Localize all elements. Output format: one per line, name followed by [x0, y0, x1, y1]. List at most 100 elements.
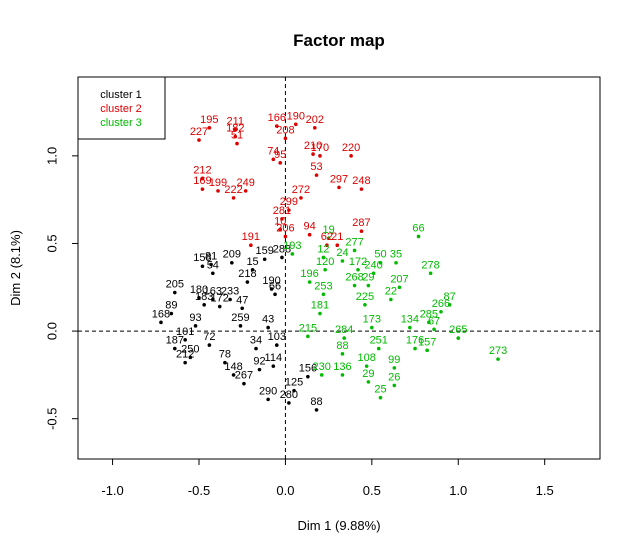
- point-label: 163: [204, 286, 222, 298]
- point-label: 208: [276, 124, 294, 136]
- point-label: 277: [345, 236, 363, 248]
- data-point: [413, 346, 417, 351]
- data-point: [340, 373, 345, 377]
- point-label: 230: [313, 361, 331, 373]
- point-label: 173: [363, 314, 381, 326]
- data-point: [266, 325, 270, 330]
- data-point: [370, 325, 374, 330]
- point-label: 170: [311, 142, 329, 154]
- data-point: [200, 187, 205, 191]
- point-label: 125: [285, 377, 303, 389]
- point-label: 225: [356, 291, 374, 303]
- point-label: 157: [418, 336, 436, 348]
- point-label: 29: [362, 272, 374, 284]
- data-point: [363, 302, 367, 307]
- data-point: [211, 297, 215, 302]
- data-point: [356, 267, 360, 272]
- data-point: [340, 259, 345, 263]
- point-label: 114: [265, 352, 283, 364]
- point-label: 74: [267, 145, 279, 157]
- point-label: 108: [357, 352, 375, 364]
- data-point: [228, 297, 232, 302]
- y-tick-label: 0.5: [45, 234, 60, 252]
- data-point: [342, 336, 346, 340]
- legend-box: [77, 76, 166, 140]
- data-point: [323, 267, 327, 272]
- data-point: [306, 374, 310, 379]
- point-label: 172: [349, 256, 367, 268]
- data-point: [364, 364, 369, 368]
- point-label: 78: [219, 349, 231, 361]
- data-point: [231, 196, 236, 200]
- data-point: [233, 127, 238, 132]
- point-label: 249: [236, 177, 254, 189]
- point-label: 290: [259, 385, 277, 397]
- point-label: 66: [269, 280, 281, 292]
- data-point: [231, 373, 236, 377]
- data-point: [325, 243, 329, 248]
- data-point: [278, 227, 283, 232]
- data-point: [439, 310, 443, 314]
- point-label: 156: [299, 363, 317, 375]
- data-point: [230, 260, 234, 265]
- point-label: 81: [205, 250, 217, 262]
- axes: -1.0 -0.5 0.0 0.5 1.0 1.5 -0.5 0.0 0.5 1.0: [45, 147, 554, 498]
- data-point: [250, 267, 255, 272]
- data-point: [249, 243, 253, 248]
- data-point: [359, 187, 364, 191]
- point-label: 169: [193, 175, 211, 187]
- data-point: [326, 236, 331, 241]
- point-label: 94: [303, 221, 315, 233]
- point-label: 187: [166, 335, 184, 347]
- point-label: 19: [323, 224, 335, 236]
- point-label: 134: [401, 314, 419, 326]
- point-label: 284: [335, 324, 353, 336]
- point-label: 66: [412, 222, 424, 234]
- data-point: [172, 346, 177, 351]
- data-point: [200, 264, 205, 269]
- data-point: [169, 311, 174, 316]
- point-label: 21: [331, 231, 343, 243]
- point-label: 29: [362, 368, 374, 380]
- data-point: [307, 232, 312, 237]
- point-label: 35: [390, 249, 402, 261]
- data-point: [389, 297, 393, 302]
- point-label: 205: [166, 279, 184, 291]
- y-tick-label: -0.5: [45, 407, 60, 429]
- point-label: 180: [190, 284, 208, 296]
- data-point: [447, 302, 452, 307]
- point-label: 190: [262, 275, 280, 287]
- point-label: 297: [330, 173, 348, 185]
- data-point: [274, 343, 279, 347]
- data-point: [314, 173, 319, 177]
- data-point: [293, 122, 298, 127]
- point-label: 250: [181, 343, 199, 355]
- point-label: 212: [193, 165, 211, 177]
- point-label: 248: [352, 175, 370, 187]
- point-label: 182: [226, 123, 244, 135]
- x-tick-label: -0.5: [188, 483, 210, 498]
- point-label: 103: [268, 331, 286, 343]
- point-label: 15: [246, 256, 258, 268]
- data-point: [240, 306, 245, 311]
- data-point: [371, 271, 376, 276]
- data-point: [209, 262, 213, 267]
- point-label: 202: [306, 114, 324, 126]
- point-label: 95: [274, 149, 286, 161]
- data-point: [197, 295, 201, 300]
- data-point: [306, 334, 310, 339]
- point-label: 195: [200, 114, 218, 126]
- point-label: 207: [390, 273, 408, 285]
- point-label: 299: [280, 196, 298, 208]
- data-points: [159, 122, 500, 412]
- data-point: [207, 343, 212, 347]
- data-point: [337, 185, 341, 190]
- data-point: [394, 260, 398, 265]
- data-point: [319, 373, 324, 377]
- data-point: [233, 134, 238, 139]
- data-point: [299, 196, 303, 200]
- data-point: [366, 283, 371, 288]
- data-point: [349, 154, 353, 158]
- data-point: [254, 346, 258, 351]
- point-label: 280: [280, 389, 298, 401]
